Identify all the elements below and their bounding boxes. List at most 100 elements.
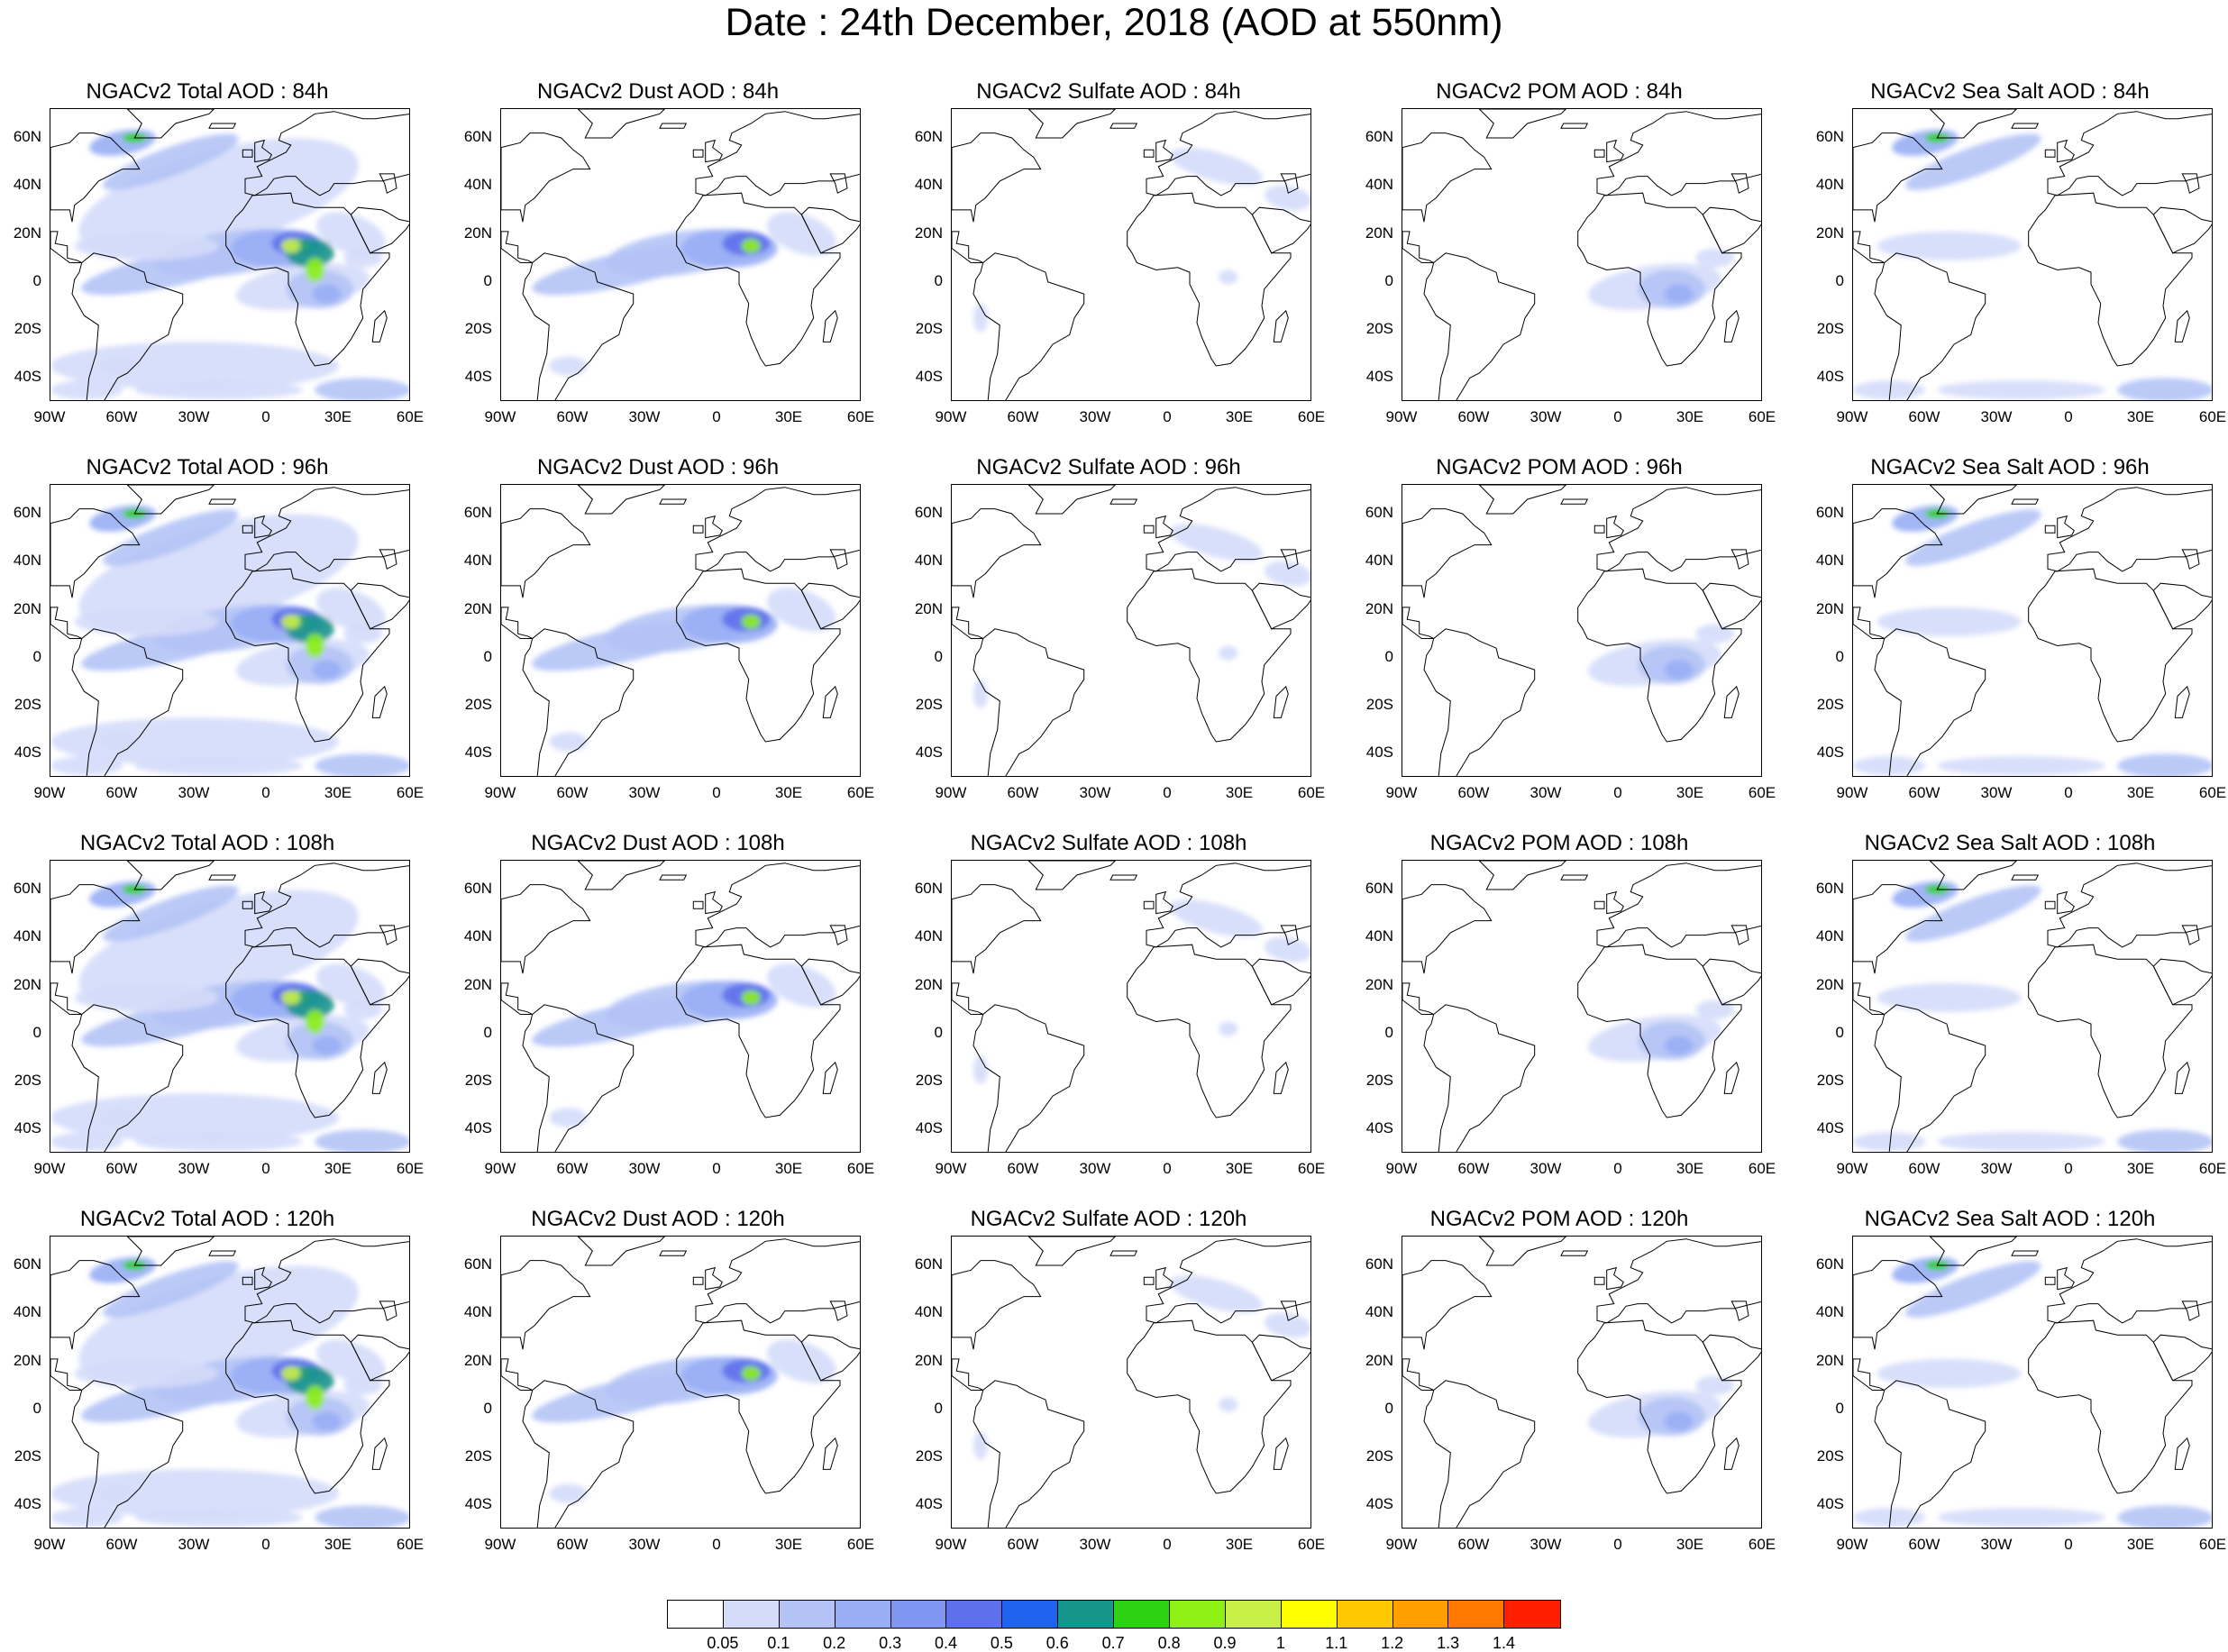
coastline-africa xyxy=(1127,568,1292,743)
coastline-africa xyxy=(225,192,390,367)
coastline-ireland xyxy=(1143,900,1155,909)
colorbar-label: 1 xyxy=(1275,1634,1285,1652)
coastline-northAmerica xyxy=(1402,508,1493,598)
aerosol-plume xyxy=(50,1469,339,1518)
longitude-tick-label: 0 xyxy=(1613,408,1622,425)
coastline-greenland xyxy=(577,109,666,139)
coastline-greenland xyxy=(126,485,215,515)
coastline-arabia xyxy=(800,206,860,254)
latitude-tick-label: 0 xyxy=(1384,271,1393,289)
coastline-centralAm xyxy=(50,231,82,263)
coastline-caspian xyxy=(829,173,848,194)
latitude-tick-label: 40S xyxy=(464,1495,492,1513)
latitude-tick-label: 40N xyxy=(13,927,41,945)
colorbar-label: 0.3 xyxy=(879,1634,902,1652)
coastline-ireland xyxy=(692,525,704,534)
coastline-greenland xyxy=(1478,109,1567,139)
aerosol-plume xyxy=(767,1339,836,1383)
aerosol-plume xyxy=(134,380,303,400)
latitude-tick-label: 20N xyxy=(463,1351,492,1369)
coastline-centralAm xyxy=(1402,607,1434,639)
longitude-tick-label: 30W xyxy=(1079,1160,1111,1177)
coastline-madagascar xyxy=(1723,1437,1739,1470)
coastline-southAmerica xyxy=(71,628,184,776)
aod-map xyxy=(1402,1236,1762,1529)
coastline-northAmerica xyxy=(1853,508,1943,598)
latitude-tick-label: 20S xyxy=(1816,320,1844,338)
aerosol-plume xyxy=(78,514,359,634)
longitude-tick-label: 0 xyxy=(2064,1536,2073,1553)
aerosol-plume xyxy=(973,679,988,708)
latitude-tick-label: 20S xyxy=(1365,696,1393,714)
aerosol-plume xyxy=(1937,1508,2105,1528)
colorbar-swatch xyxy=(779,1601,836,1628)
longitude-tick-label: 90W xyxy=(484,1160,516,1177)
longitude-tick-label: 60W xyxy=(1007,1536,1039,1553)
coastline-madagascar xyxy=(1273,1061,1289,1094)
coastline-northAmerica xyxy=(50,1260,141,1350)
coastline-europe xyxy=(2047,1238,2212,1324)
longitude-tick-label: 0 xyxy=(1163,784,1172,801)
coastline-uk xyxy=(254,515,272,539)
coastline-caspian xyxy=(1730,549,1749,570)
aerosol-plume xyxy=(1264,936,1310,963)
aod-map xyxy=(1402,860,1762,1153)
aerosol-plume xyxy=(1169,1275,1264,1313)
longitude-tick-label: 30W xyxy=(1980,784,2013,801)
longitude-tick-label: 30E xyxy=(1676,784,1704,801)
longitude-tick-label: 60E xyxy=(1297,1160,1326,1177)
longitude-tick-label: 60W xyxy=(105,408,138,425)
aerosol-plume xyxy=(74,1358,219,1388)
coastline-greenland xyxy=(1027,861,1117,890)
aerosol-plume xyxy=(767,963,836,1008)
aod-field xyxy=(1402,1237,1761,1528)
latitude-tick-label: 0 xyxy=(1384,1023,1393,1041)
longitude-tick-label: 30W xyxy=(1980,408,2013,425)
coastline-southAmerica xyxy=(1423,628,1536,776)
aerosol-plume xyxy=(1937,756,2105,776)
aerosol-plume xyxy=(1695,248,1734,268)
latitude-tick-label: 40N xyxy=(13,552,41,570)
longitude-tick-label: 30E xyxy=(1225,1536,1254,1553)
coastline-europe xyxy=(244,863,409,948)
coastline-centralAm xyxy=(50,982,82,1015)
coastline-ireland xyxy=(1593,1276,1605,1285)
longitude-tick-label: 90W xyxy=(33,408,66,425)
aerosol-plume xyxy=(2117,1505,2212,1528)
aod-map xyxy=(500,860,861,1153)
aerosol-plume xyxy=(1169,899,1264,937)
colorbar-label: 1.1 xyxy=(1325,1634,1348,1652)
coastline-greenland xyxy=(1478,861,1567,890)
coastline-arabia xyxy=(800,1334,860,1382)
longitude-tick-label: 60W xyxy=(105,1536,138,1553)
longitude-tick-label: 60E xyxy=(396,1160,425,1177)
latitude-tick-label: 40N xyxy=(1365,927,1393,945)
aod-field xyxy=(1402,485,1761,776)
coastline-europe xyxy=(1146,863,1310,948)
latitude-tick-label: 40N xyxy=(463,552,492,570)
aerosol-plume xyxy=(50,717,339,766)
aerosol-plume xyxy=(315,1129,409,1152)
aerosol-plume xyxy=(312,1411,342,1431)
coastline-europe xyxy=(1146,487,1310,572)
longitude-tick-label: 60E xyxy=(396,408,425,425)
map-panel-total-96h: NGACv2 Total AOD : 96h 60N 40N 20N 0 20S 40S 90… xyxy=(0,454,433,824)
aod-map xyxy=(1402,108,1762,401)
aerosol-plume xyxy=(50,1508,123,1528)
latitude-tick-label: 20N xyxy=(1815,975,1844,993)
aod-map xyxy=(50,1236,410,1529)
coastline-centralAm xyxy=(501,982,533,1015)
aerosol-plume xyxy=(89,881,156,908)
aerosol-plume xyxy=(1937,380,2105,400)
coastline-africa xyxy=(2028,568,2193,743)
coastline-southAmerica xyxy=(972,1004,1085,1152)
longitude-tick-label: 0 xyxy=(712,1536,721,1553)
aerosol-plume xyxy=(1219,1397,1238,1412)
latitude-tick-label: 0 xyxy=(32,1399,41,1417)
longitude-tick-label: 30E xyxy=(324,1160,352,1177)
longitude-tick-label: 60E xyxy=(2198,408,2227,425)
aod-field xyxy=(1853,109,2212,400)
coastline-madagascar xyxy=(1273,309,1289,342)
coastline-ireland xyxy=(1143,149,1155,158)
aerosol-plume xyxy=(78,890,359,1009)
